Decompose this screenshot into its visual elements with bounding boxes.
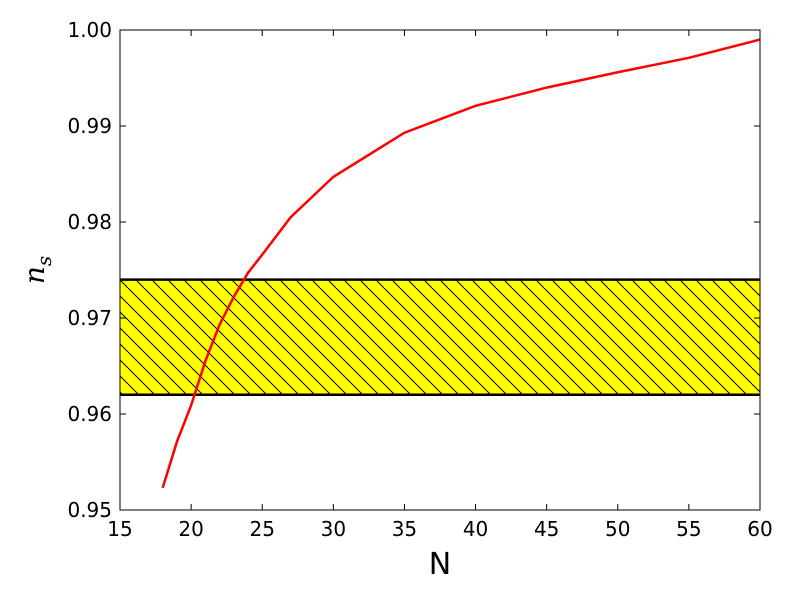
x-tick-label: 25 bbox=[249, 517, 274, 541]
y-tick-label: 0.98 bbox=[67, 210, 112, 234]
y-tick-label: 0.99 bbox=[67, 114, 112, 138]
x-tick-label: 60 bbox=[747, 517, 772, 541]
x-axis-label: N bbox=[429, 547, 451, 582]
y-tick-label: 0.97 bbox=[67, 306, 112, 330]
band-hatch bbox=[120, 279, 760, 395]
x-tick-label: 15 bbox=[107, 517, 132, 541]
y-axis-label-sub: s bbox=[32, 256, 56, 266]
x-tick-label: 40 bbox=[463, 517, 488, 541]
y-tick-label: 1.00 bbox=[67, 18, 112, 42]
line bbox=[161, 38, 760, 489]
x-tick-label: 20 bbox=[178, 517, 203, 541]
x-tick-label: 55 bbox=[676, 517, 701, 541]
y-tick-label: 0.95 bbox=[67, 498, 112, 522]
x-tick-label: 50 bbox=[605, 517, 630, 541]
x-tick-label: 30 bbox=[321, 517, 346, 541]
y-axis-label-base: n bbox=[18, 266, 51, 284]
y-tick-label: 0.96 bbox=[67, 402, 112, 426]
plot-frame bbox=[119, 29, 761, 511]
x-tick-label: 45 bbox=[534, 517, 559, 541]
x-tick-label: 35 bbox=[392, 517, 417, 541]
y-axis-label: ns bbox=[18, 256, 56, 284]
plot-area bbox=[161, 38, 760, 489]
